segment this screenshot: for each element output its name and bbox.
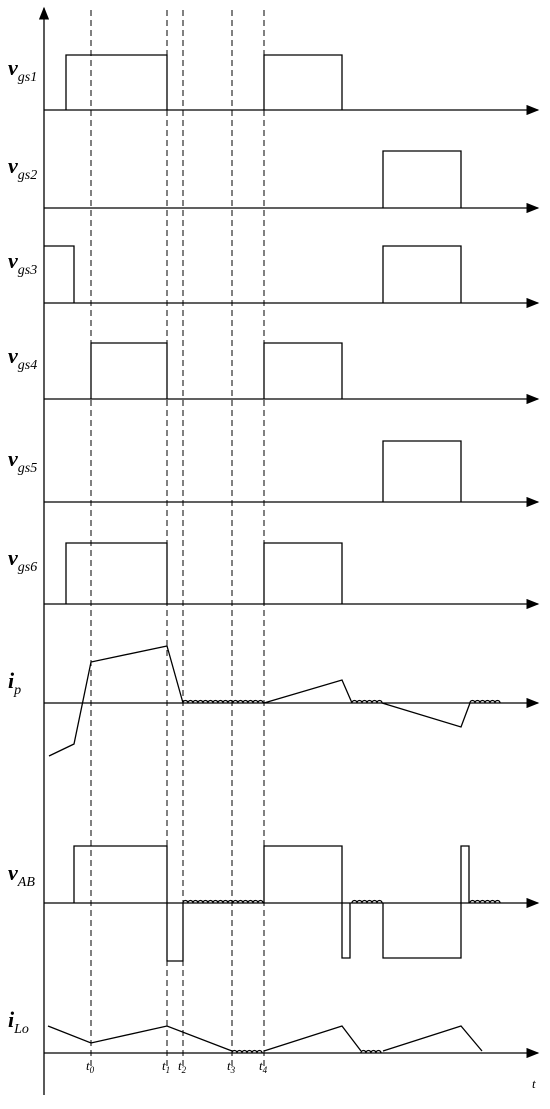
signal-symbol: v [8, 446, 18, 471]
signal-label: vAB [8, 860, 35, 890]
signal-label: vgs2 [8, 153, 37, 183]
signal-subscript: gs3 [18, 263, 37, 278]
time-symbol: t [162, 1058, 166, 1073]
vgs6-wave [65, 542, 343, 604]
signal-symbol: v [8, 55, 18, 80]
vgs1-wave [65, 54, 343, 110]
vgs3-wave [44, 245, 462, 303]
time-label: t3 [227, 1058, 236, 1075]
time-subscript: 0 [90, 1065, 95, 1075]
signal-subscript: gs5 [18, 461, 37, 476]
vgs5-wave [382, 440, 462, 502]
time-symbol: t [227, 1058, 231, 1073]
signal-subscript: gs4 [18, 358, 37, 373]
time-subscript: 3 [230, 1065, 236, 1075]
signal-label: vgs1 [8, 55, 37, 85]
signal-subscript: gs1 [18, 70, 37, 85]
signal-subscript: Lo [13, 1022, 29, 1037]
time-label: t2 [178, 1058, 187, 1075]
signal-label: vgs4 [8, 343, 37, 373]
signal-symbol: v [8, 248, 18, 273]
time-subscript: 1 [166, 1065, 171, 1075]
signal-label: vgs6 [8, 545, 37, 575]
time-symbol: t [259, 1058, 263, 1073]
signal-symbol: i [8, 1007, 15, 1032]
vgs2-wave [382, 150, 462, 208]
time-subscript: 2 [182, 1065, 187, 1075]
signal-label: iLo [8, 1007, 29, 1037]
signal-subscript: AB [17, 875, 36, 890]
signal-symbol: i [8, 668, 15, 693]
vgs4-wave [90, 342, 343, 399]
signal-label: vgs5 [8, 446, 37, 476]
signal-subscript: gs6 [18, 560, 37, 575]
signal-symbol: v [8, 860, 18, 885]
axis-label: t [532, 1076, 536, 1091]
time-symbol: t [86, 1058, 90, 1073]
time-symbol: t [178, 1058, 182, 1073]
signal-subscript: p [13, 683, 21, 698]
ilo-wave [47, 1025, 483, 1052]
signal-subscript: gs2 [18, 168, 37, 183]
time-label: t4 [259, 1058, 268, 1075]
time-label: t0 [86, 1058, 95, 1075]
signal-symbol: v [8, 343, 18, 368]
signal-label: ip [8, 668, 21, 698]
signal-symbol: v [8, 545, 18, 570]
signal-label: vgs3 [8, 248, 37, 278]
signal-symbol: v [8, 153, 18, 178]
time-label: t1 [162, 1058, 170, 1075]
time-subscript: 4 [263, 1065, 268, 1075]
